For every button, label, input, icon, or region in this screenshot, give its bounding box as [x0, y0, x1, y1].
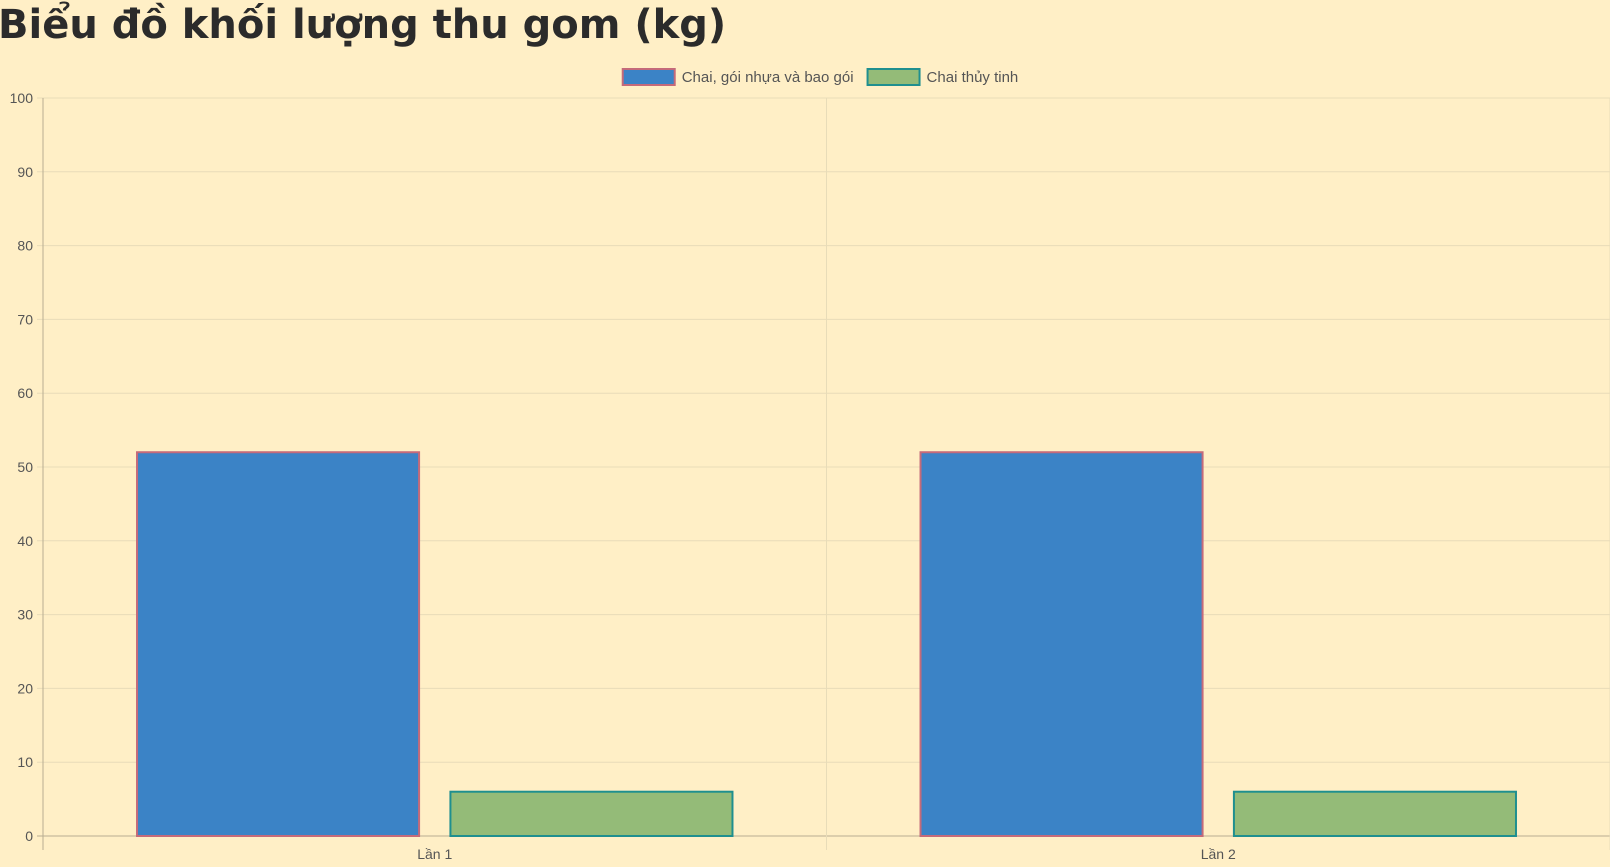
- y-tick-label: 60: [17, 385, 33, 401]
- x-tick-label: Lần 1: [417, 846, 452, 862]
- y-tick-label: 0: [25, 828, 33, 844]
- bar[interactable]: [136, 451, 421, 837]
- y-tick-label: 10: [17, 754, 33, 770]
- page-title: Biểu đồ khối lượng thu gom (kg): [0, 2, 727, 48]
- y-tick-label: 30: [17, 607, 33, 623]
- bar[interactable]: [1232, 790, 1517, 837]
- y-tick-label: 70: [17, 311, 33, 327]
- legend-label[interactable]: Chai thủy tinh: [927, 69, 1019, 86]
- axes: 0 10 20 30 40 50 60 70 80 90 100 Lần 1 Lần 2: [10, 90, 1236, 862]
- legend[interactable]: Chai, gói nhựa và bao gói Chai thủy tinh: [621, 68, 1019, 86]
- y-tick-label: 100: [10, 90, 34, 106]
- y-tick-label: 90: [17, 164, 33, 180]
- y-tick-label: 80: [17, 238, 33, 254]
- bar[interactable]: [449, 790, 734, 837]
- legend-swatch[interactable]: [621, 68, 676, 86]
- bar[interactable]: [919, 451, 1204, 837]
- y-tick-label: 20: [17, 680, 33, 696]
- legend-swatch[interactable]: [866, 68, 921, 86]
- y-tick-label: 50: [17, 459, 33, 475]
- x-tick-label: Lần 2: [1201, 846, 1236, 862]
- y-tick-label: 40: [17, 533, 33, 549]
- bars: [136, 451, 1517, 837]
- legend-label[interactable]: Chai, gói nhựa và bao gói: [682, 69, 854, 86]
